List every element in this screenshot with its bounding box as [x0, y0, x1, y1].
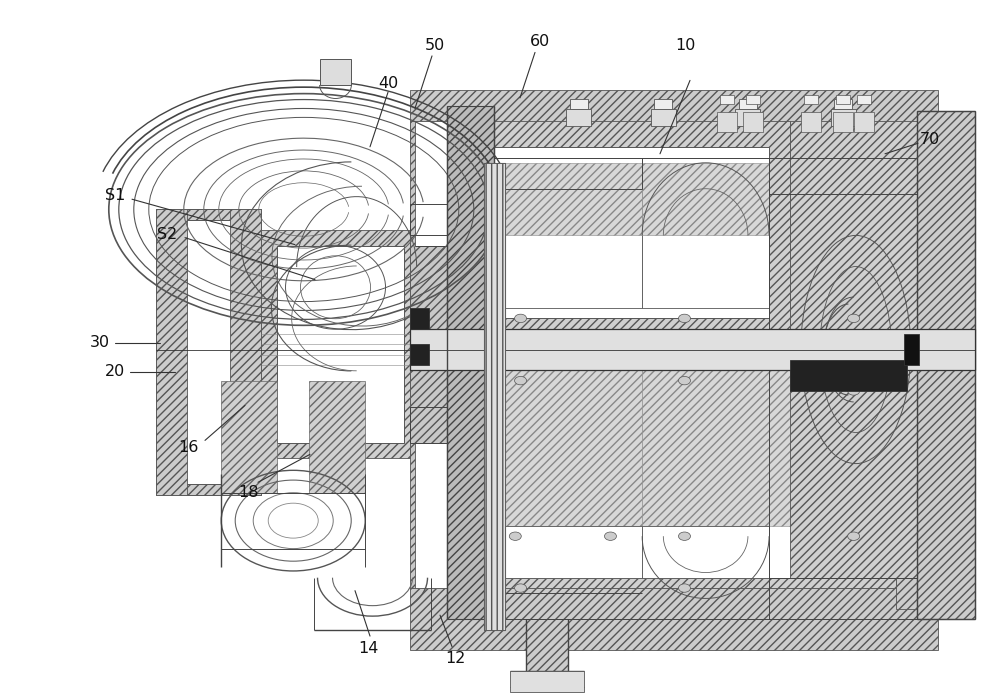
Text: 14: 14 [358, 641, 378, 656]
Bar [904, 334, 919, 365]
Bar [642, 350, 896, 526]
Bar [172, 220, 246, 484]
Bar [410, 90, 970, 650]
Bar [510, 671, 584, 692]
Bar [790, 360, 907, 391]
Bar [566, 109, 591, 127]
Bar [831, 109, 856, 127]
Bar [447, 106, 494, 619]
Bar [717, 112, 737, 131]
Bar [720, 95, 734, 103]
Bar [570, 99, 588, 109]
Bar [917, 111, 975, 619]
Bar [494, 163, 642, 236]
Bar [494, 526, 642, 577]
Bar [410, 90, 938, 152]
Text: 30: 30 [90, 335, 110, 350]
Bar [410, 329, 975, 370]
Bar [790, 122, 917, 577]
Bar [156, 210, 261, 495]
Circle shape [678, 584, 690, 592]
Text: S2: S2 [157, 226, 177, 242]
Text: 50: 50 [425, 38, 445, 53]
Bar [230, 210, 261, 495]
Circle shape [509, 532, 521, 540]
Text: 18: 18 [238, 485, 258, 500]
Bar [739, 99, 757, 109]
Text: 10: 10 [675, 38, 695, 53]
Bar [735, 109, 760, 127]
Bar [320, 59, 351, 85]
Bar [654, 99, 672, 109]
Bar [484, 163, 505, 630]
Text: 70: 70 [920, 132, 940, 147]
Bar [743, 112, 763, 131]
Bar [410, 350, 494, 588]
Bar [651, 109, 676, 127]
Bar [494, 147, 769, 318]
Bar [746, 95, 760, 103]
Text: 20: 20 [105, 364, 125, 380]
Bar [221, 381, 277, 493]
Bar [410, 122, 494, 350]
Bar [309, 381, 365, 493]
Circle shape [848, 387, 860, 395]
Circle shape [515, 314, 527, 322]
Bar [484, 163, 505, 630]
Bar [494, 350, 896, 577]
Text: 60: 60 [530, 34, 550, 50]
Bar [494, 350, 642, 526]
Circle shape [515, 377, 527, 385]
Bar [410, 588, 938, 650]
Bar [854, 112, 874, 131]
Circle shape [848, 532, 860, 540]
Bar [156, 210, 187, 495]
Bar [410, 308, 429, 329]
Bar [834, 99, 852, 109]
Circle shape [678, 314, 690, 322]
Bar [642, 157, 769, 308]
Bar [410, 345, 429, 365]
Text: 40: 40 [378, 76, 398, 92]
Text: 12: 12 [445, 651, 465, 666]
Text: S1: S1 [105, 188, 125, 203]
Bar [415, 122, 484, 246]
Bar [526, 619, 568, 671]
Circle shape [678, 377, 690, 385]
Bar [642, 526, 769, 577]
Bar [277, 246, 404, 443]
Bar [804, 95, 818, 103]
Bar [896, 131, 970, 609]
Bar [836, 95, 850, 103]
Bar [642, 163, 769, 236]
Bar [261, 230, 410, 459]
Bar [473, 339, 896, 588]
Bar [415, 443, 484, 588]
Text: 16: 16 [178, 440, 198, 455]
Circle shape [515, 584, 527, 592]
Bar [494, 157, 642, 308]
Circle shape [848, 314, 860, 322]
Circle shape [678, 532, 690, 540]
Bar [857, 95, 871, 103]
Bar [833, 112, 853, 131]
Bar [801, 112, 821, 131]
Bar [473, 122, 790, 339]
Circle shape [604, 532, 616, 540]
